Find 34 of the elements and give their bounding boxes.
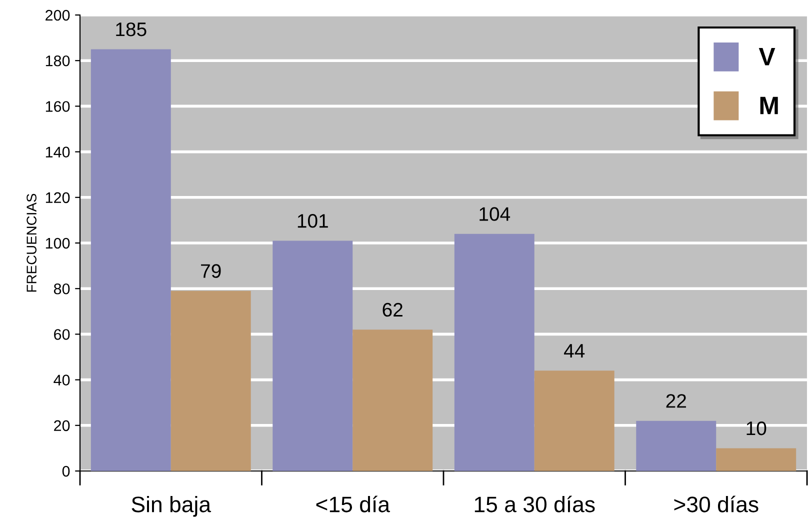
- y-tick-label: 40: [54, 374, 70, 386]
- bar: [534, 370, 614, 471]
- x-tick-label: >30 días: [674, 496, 758, 512]
- data-label: 22: [666, 394, 686, 408]
- data-label: 185: [116, 22, 146, 36]
- y-tick-label: 160: [46, 101, 70, 112]
- y-tick-label: 180: [46, 55, 70, 66]
- y-tick-label: 100: [46, 238, 70, 249]
- y-tick-label: 80: [54, 283, 70, 294]
- bar: [352, 330, 433, 471]
- y-tick-label: 20: [54, 420, 70, 432]
- y-tick-label: 140: [46, 146, 70, 158]
- y-tick-label: 200: [46, 10, 70, 21]
- y-tick-label: 120: [46, 192, 70, 204]
- x-tick-label: 15 a 30 días: [474, 496, 595, 512]
- x-tick-label: <15 día: [316, 496, 390, 512]
- bar: [636, 420, 716, 471]
- legend-label: M: [760, 96, 778, 114]
- bar: [454, 234, 534, 471]
- data-label: 101: [298, 214, 328, 228]
- y-tick-label: 0: [62, 466, 70, 477]
- data-label: 62: [382, 302, 402, 317]
- data-label: 10: [746, 421, 766, 436]
- x-tick-label: Sin baja: [132, 496, 212, 517]
- data-label: 79: [201, 264, 221, 278]
- bar: [272, 240, 353, 471]
- bar: [90, 49, 171, 471]
- bar: [170, 290, 251, 471]
- y-tick-label: 60: [54, 329, 70, 340]
- y-axis-title: FRECUENCIAS: [26, 194, 36, 292]
- data-label: 44: [564, 344, 585, 358]
- bar: [716, 448, 796, 471]
- legend-label: V: [758, 48, 776, 66]
- data-label: 104: [480, 207, 510, 221]
